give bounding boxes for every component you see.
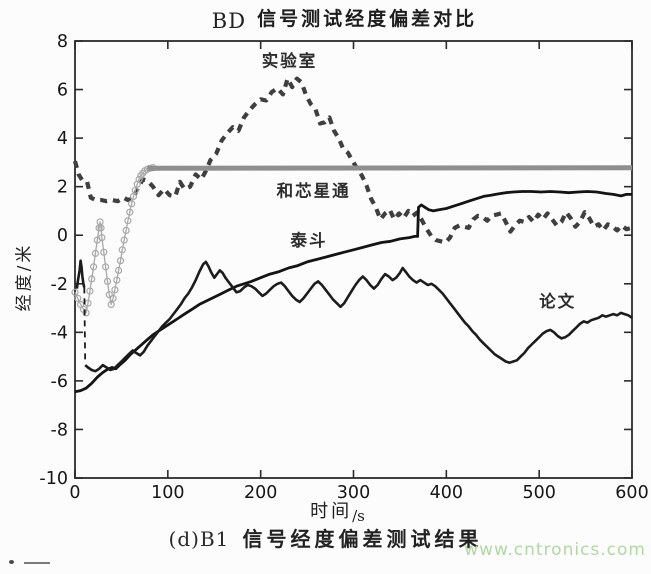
x-tick-label: 100 bbox=[151, 483, 184, 503]
series-marker-hexin-rise bbox=[120, 236, 128, 244]
series-marker-hexin-rise bbox=[122, 226, 130, 234]
figure-caption: (d)B1 信号经度偏差测试结果 bbox=[0, 523, 651, 552]
series-marker-hexin-rise bbox=[116, 257, 125, 265]
y-tick-label: -2 bbox=[51, 275, 68, 295]
x-tick-label: 600 bbox=[615, 483, 648, 503]
x-tick-label: 0 bbox=[69, 483, 80, 503]
y-tick-label: 6 bbox=[57, 81, 68, 101]
y-tick-label: 0 bbox=[57, 226, 68, 246]
series-line-taidou bbox=[74, 190, 632, 394]
series-marker-hexin-rise bbox=[89, 263, 98, 271]
series-marker-hexin-rise bbox=[131, 186, 139, 194]
series-label-lunwen: 论文 bbox=[539, 291, 576, 311]
x-tick-label: 500 bbox=[522, 483, 555, 503]
y-tick-label: -8 bbox=[51, 420, 68, 440]
y-tick-label: 2 bbox=[57, 178, 68, 198]
y-tick-label: -4 bbox=[51, 323, 68, 343]
series-line-hexin-flat bbox=[147, 165, 633, 171]
series-line-lunwen-start bbox=[75, 259, 86, 289]
series-marker-hexin-rise bbox=[98, 234, 106, 242]
y-tick-label: -6 bbox=[51, 372, 68, 392]
x-axis-label: 时间/s bbox=[0, 497, 651, 525]
series-marker-hexin-rise bbox=[113, 276, 121, 284]
figure-caption-prefix: (d)B1 bbox=[168, 527, 230, 551]
series-marker-hexin-rise bbox=[88, 275, 96, 283]
plot-frame bbox=[74, 40, 633, 479]
series-marker-hexin-rise bbox=[114, 266, 123, 274]
y-tick-label: -10 bbox=[39, 469, 68, 489]
series-marker-hexin-rise bbox=[103, 277, 112, 285]
figure-caption-text: 信号经度偏差测试结果 bbox=[242, 527, 483, 551]
series-marker-hexin-rise bbox=[124, 217, 132, 225]
series-marker-hexin-rise bbox=[101, 263, 110, 271]
series-marker-hexin-rise bbox=[118, 246, 126, 254]
y-tick-label: 4 bbox=[57, 129, 68, 149]
series-line-lunwen-drop bbox=[83, 287, 87, 364]
series-marker-hexin-rise bbox=[97, 224, 105, 232]
series-marker-hexin-rise bbox=[107, 300, 115, 308]
series-marker-hexin-rise bbox=[105, 291, 113, 299]
series-marker-hexin-rise bbox=[135, 175, 143, 183]
series-line-shiyanshi bbox=[72, 76, 633, 245]
cropped-legend-dash bbox=[24, 562, 50, 564]
series-marker-hexin-rise bbox=[91, 249, 100, 257]
y-tick-label: 8 bbox=[57, 32, 68, 52]
chart-title: BD 信号测试经度偏差对比 bbox=[0, 4, 651, 33]
chart-title-text: 信号测试经度偏差对比 bbox=[257, 8, 478, 30]
series-marker-hexin-rise bbox=[82, 309, 90, 317]
series-marker-hexin-rise bbox=[71, 288, 79, 296]
x-axis-label-unit: /s bbox=[352, 507, 365, 525]
series-marker-hexin-rise bbox=[128, 200, 136, 208]
series-label-shiyanshi: 实验室 bbox=[262, 50, 318, 70]
series-label-taidou: 泰斗 bbox=[290, 230, 327, 250]
series-marker-hexin-rise bbox=[109, 294, 117, 302]
x-tick-label: 400 bbox=[430, 483, 463, 503]
series-marker-hexin-rise bbox=[86, 287, 94, 295]
series-marker-hexin-rise bbox=[100, 248, 108, 256]
watermark: www.cntronics.com bbox=[464, 540, 646, 560]
x-tick-label: 200 bbox=[244, 483, 277, 503]
series-line-lunwen bbox=[84, 260, 633, 373]
x-axis-label-text: 时间 bbox=[310, 501, 353, 522]
series-label-hexinxingtong: 和芯星通 bbox=[277, 180, 351, 200]
series-marker-hexin-rise bbox=[74, 294, 82, 302]
chart-title-prefix: BD bbox=[211, 9, 247, 33]
cropped-legend-dot bbox=[9, 560, 14, 564]
series-marker-hexin-rise bbox=[126, 208, 134, 216]
plot-area: 0 100 200 300 400 500 600 8 6 4 2 0 -2 -4 -6 -8 -10 实验室和芯… bbox=[39, 32, 648, 503]
series-marker-hexin-rise bbox=[111, 286, 119, 294]
x-tick-label: 300 bbox=[337, 483, 370, 503]
